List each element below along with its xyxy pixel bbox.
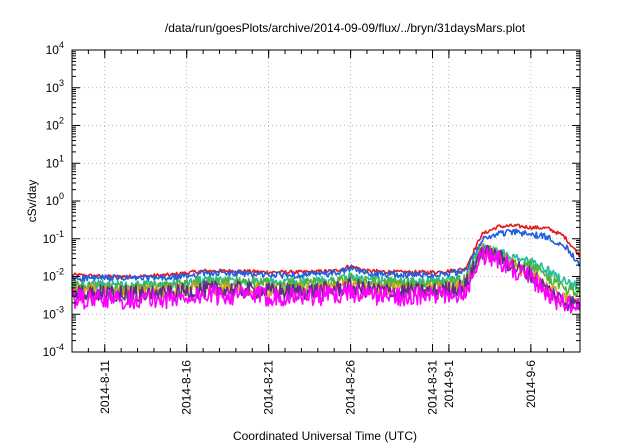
chart-title: /data/run/goesPlots/archive/2014-09-09/f… xyxy=(165,21,526,35)
x-axis-label: Coordinated Universal Time (UTC) xyxy=(233,429,417,443)
x-tick-label: 2014-9-1 xyxy=(442,360,456,408)
x-tick-label: 2014-8-21 xyxy=(262,360,276,415)
y-axis: 10-4 10-3 10-2 10-1 100 101 102 103 104 xyxy=(43,40,580,359)
y-tick-label: 104 xyxy=(46,40,64,57)
x-tick-label: 2014-9-6 xyxy=(524,360,538,408)
y-tick-label: 10-3 xyxy=(43,304,64,321)
y-axis-label: cSv/day xyxy=(25,180,39,223)
series-line xyxy=(71,245,581,314)
y-tick-label: 10-1 xyxy=(43,229,64,246)
y-tick-label: 10-2 xyxy=(43,267,64,284)
y-tick-label: 102 xyxy=(46,116,64,133)
y-tick-label: 103 xyxy=(46,78,64,95)
y-tick-label: 100 xyxy=(46,191,64,208)
y-tick-label: 101 xyxy=(46,153,64,170)
grid-lines xyxy=(72,50,580,352)
y-tick-label: 10-4 xyxy=(43,342,64,359)
x-tick-label: 2014-8-11 xyxy=(98,360,112,414)
x-tick-label: 2014-8-31 xyxy=(426,360,440,415)
series-line xyxy=(71,244,581,312)
x-tick-label: 2014-8-26 xyxy=(344,360,358,415)
series-layer xyxy=(71,223,581,314)
series-line xyxy=(71,228,581,283)
x-axis: 2014-8-11 2014-8-16 2014-8-21 2014-8-26 2014… xyxy=(87,50,565,415)
x-tick-label: 2014-8-16 xyxy=(180,360,194,415)
